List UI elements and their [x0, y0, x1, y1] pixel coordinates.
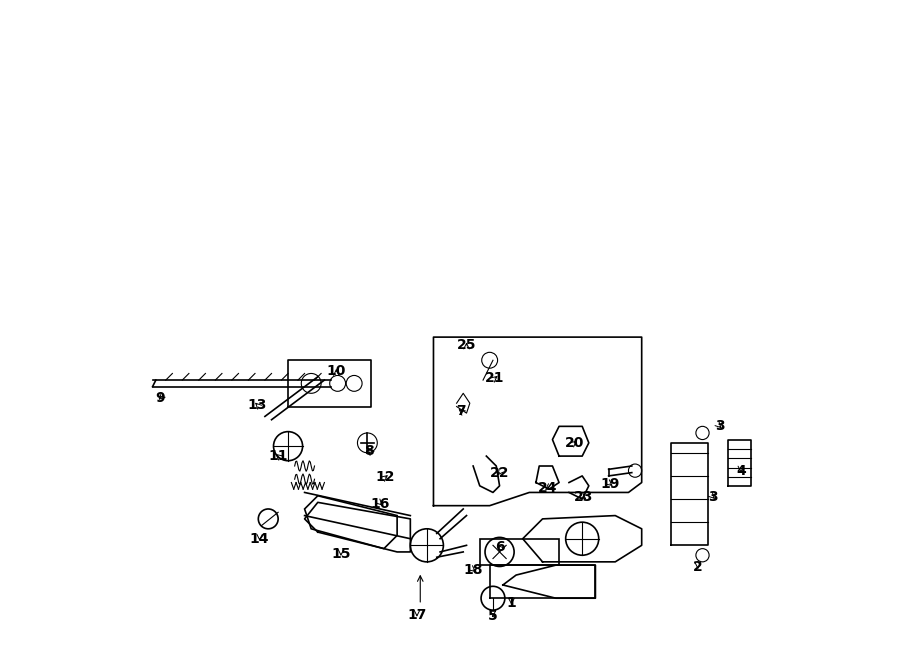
Text: 7: 7	[456, 404, 466, 418]
Text: 3: 3	[708, 490, 718, 504]
Text: 10: 10	[327, 364, 346, 379]
Text: 19: 19	[600, 477, 619, 491]
Text: 15: 15	[331, 547, 351, 561]
Text: 17: 17	[408, 607, 427, 622]
Text: 14: 14	[250, 531, 269, 546]
Text: 12: 12	[375, 470, 395, 485]
Text: 22: 22	[490, 465, 509, 480]
Text: 4: 4	[736, 463, 746, 478]
Text: 21: 21	[485, 371, 505, 385]
Text: 8: 8	[364, 444, 374, 458]
Text: 9: 9	[156, 391, 166, 405]
Text: 13: 13	[248, 397, 266, 412]
Text: 16: 16	[371, 496, 391, 511]
Text: 24: 24	[538, 481, 558, 495]
Text: 18: 18	[464, 563, 483, 577]
Text: 1: 1	[507, 596, 517, 610]
Bar	[480, 539, 559, 565]
Text: 2: 2	[693, 560, 703, 574]
Text: 25: 25	[457, 338, 476, 352]
Text: 23: 23	[574, 490, 593, 504]
Text: 5: 5	[488, 609, 498, 623]
Text: 3: 3	[715, 419, 724, 434]
Text: 20: 20	[564, 436, 584, 450]
Text: 11: 11	[268, 449, 288, 463]
Text: 6: 6	[495, 540, 504, 555]
